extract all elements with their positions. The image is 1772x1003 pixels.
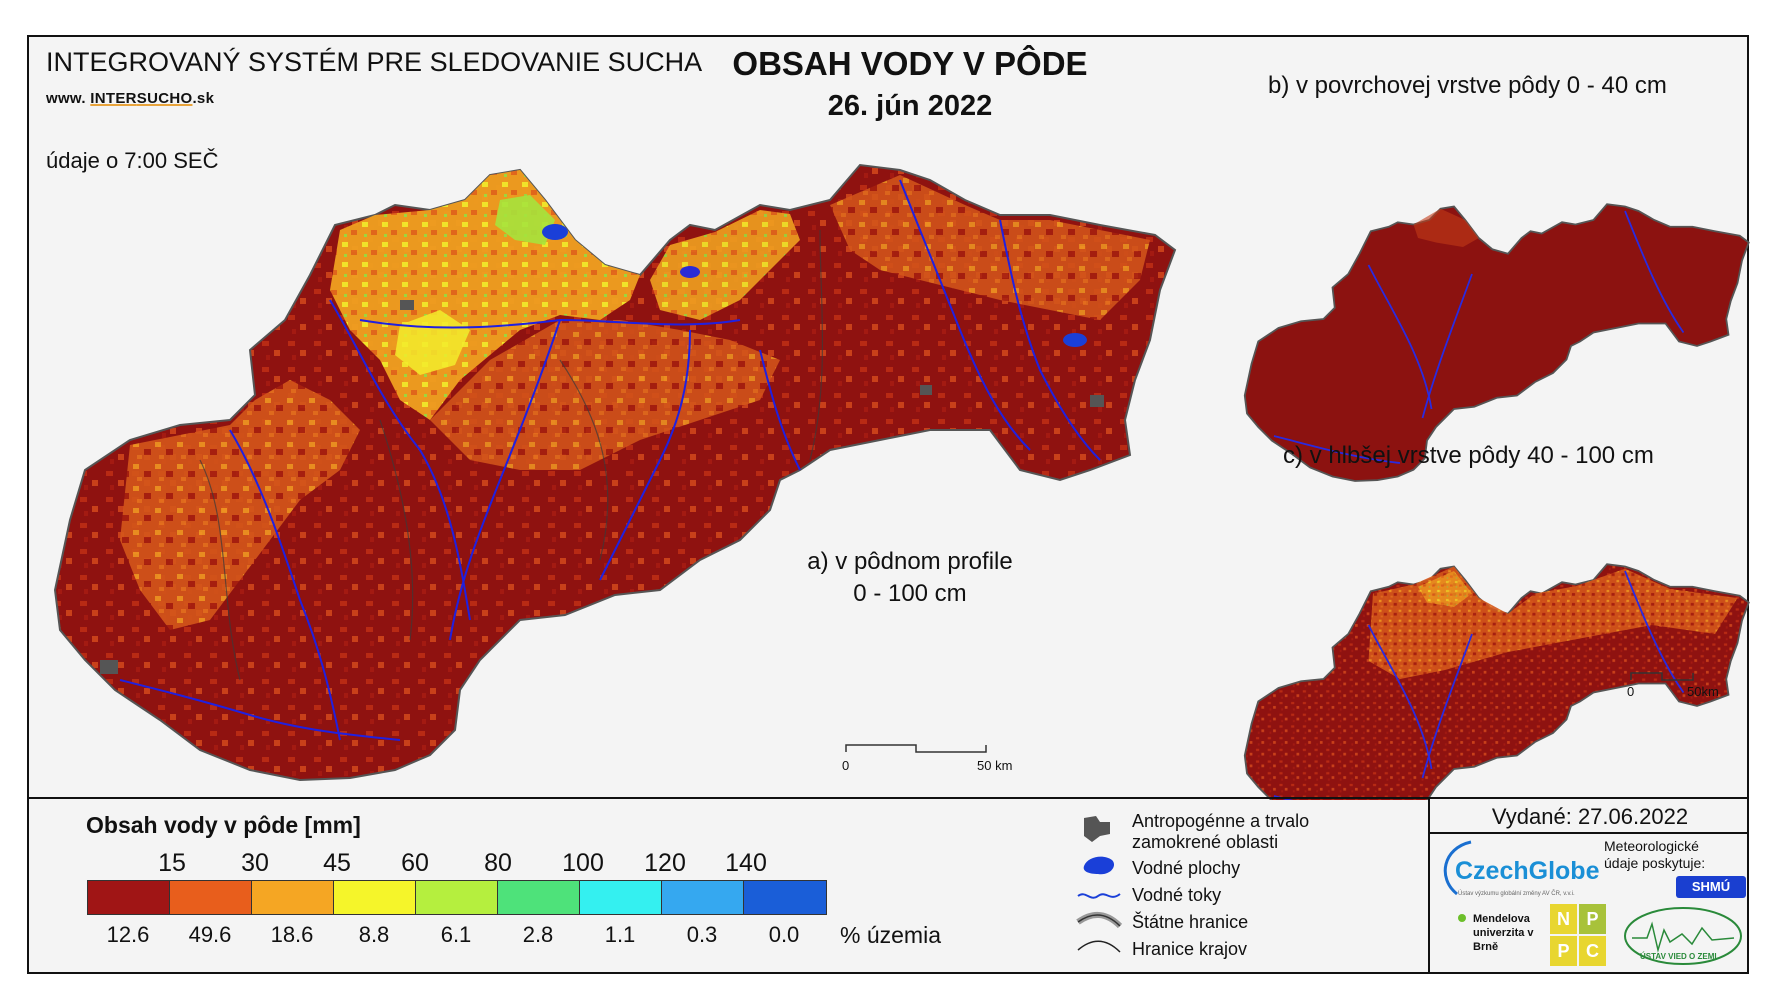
map-a-label-line1: a) v pôdnom profile — [807, 548, 1013, 575]
percent-label: 12.6 — [106, 922, 150, 947]
percent-label: 0.0 — [768, 922, 800, 947]
anthropogenic-area — [100, 660, 118, 674]
threshold-label: 140 — [725, 849, 767, 877]
legend-swatch — [498, 881, 580, 914]
main-title: OBSAH VODY V PÔDE — [732, 45, 1088, 82]
key-state-border: Štátne hranice — [1132, 912, 1249, 932]
legend-panel — [27, 797, 1749, 974]
nppc-letter: P — [1579, 904, 1606, 934]
key-water-bodies: Vodné plochy — [1132, 858, 1241, 878]
region-borders-main — [199, 229, 824, 681]
czechglobe-swoosh — [1443, 840, 1472, 896]
orange-belt-west — [120, 380, 360, 630]
percent-label: 2.8 — [522, 922, 554, 947]
percent-label: 1.1 — [604, 922, 636, 947]
website-link[interactable]: www. INTERSUCHO.sk — [46, 90, 214, 107]
anthropogenic-area — [400, 300, 414, 310]
scale-main-start: 0 — [842, 758, 850, 773]
meteo-credit: Meteorologické údaje poskytuje: — [1604, 838, 1706, 871]
scale-bar-main — [845, 744, 987, 753]
key-region-border: Hranice krajov — [1132, 939, 1248, 959]
map-svg — [53, 163, 1750, 800]
threshold-label: 30 — [241, 849, 269, 877]
legend-swatch — [334, 881, 416, 914]
percent-label: 0.3 — [686, 922, 718, 947]
legend-color-scale — [87, 880, 827, 915]
anthropogenic-area — [920, 385, 932, 395]
water-body-sirava — [1063, 333, 1087, 347]
green-patch-north — [495, 195, 555, 245]
uvz-wordmark: ÚSTAV VIED O ZEMI — [1640, 952, 1717, 961]
time-note: údaje o 7:00 SEČ — [46, 148, 219, 173]
map-b-label: b) v povrchovej vrstve pôdy 0 - 40 cm — [1268, 72, 1667, 99]
slovakia-shape-main — [53, 163, 1177, 782]
legend-swatch — [662, 881, 744, 914]
legend-swatch — [416, 881, 498, 914]
website-suffix: .sk — [192, 90, 215, 107]
nppc-letter: P — [1550, 936, 1577, 966]
website-brand-a: INTER — [90, 90, 137, 107]
scale-small-start: 0 — [1627, 684, 1635, 699]
map-c — [1243, 563, 1750, 800]
state-border-icon-inner — [1077, 914, 1121, 927]
map-c-label: c) v hlbšej vrstve pôdy 40 - 100 cm — [1283, 442, 1654, 469]
percent-label: 49.6 — [188, 922, 232, 947]
threshold-label: 100 — [562, 849, 604, 877]
map-a-label-line2: 0 - 100 cm — [853, 580, 967, 607]
rivers-main — [119, 179, 1101, 741]
symbol-key-icons — [1076, 816, 1123, 953]
percent-label: 6.1 — [440, 922, 472, 947]
orange-belt-central — [430, 320, 780, 470]
website-prefix: www. — [46, 90, 86, 107]
water-body-liptov — [680, 266, 700, 278]
scale-main-end: 50 km — [977, 758, 1013, 773]
website-brand-b: SUCHO — [136, 90, 193, 107]
main-map — [53, 163, 1177, 782]
anthropogenic-area — [1090, 395, 1104, 407]
credits-divider — [1428, 797, 1430, 974]
legend-swatch — [88, 881, 170, 914]
key-anthropogenic-l2: zamokrené oblasti — [1132, 832, 1279, 852]
river-icon — [1077, 893, 1121, 899]
key-anthropogenic-l1: Antropogénne a trvalo — [1132, 811, 1310, 831]
nppc-logo: N P P C — [1550, 904, 1606, 966]
percent-label: 18.6 — [270, 922, 314, 947]
czechglobe-subtitle: Ústav výzkumu globální změny AV ČR, v.v.… — [1458, 891, 1575, 897]
issued-date: Vydané: 27.06.2022 — [1491, 804, 1689, 829]
threshold-label: 120 — [644, 849, 686, 877]
scale-bar-small — [1630, 672, 1694, 681]
water-body-orava — [542, 224, 568, 240]
tatra-wet-zone — [650, 210, 800, 320]
mendel-logo: Mendelova univerzita v Brně — [1473, 913, 1534, 953]
threshold-label: 80 — [484, 849, 512, 877]
issued-divider — [1430, 832, 1749, 834]
nppc-letter: N — [1550, 904, 1577, 934]
scale-small-end: 50km — [1687, 684, 1719, 699]
system-title: INTEGROVANÝ SYSTÉM PRE SLEDOVANIE SUCHA — [46, 47, 703, 77]
percent-unit: % územia — [840, 922, 941, 948]
czechglobe-wordmark: CzechGlobe — [1455, 857, 1600, 885]
legend-swatch — [744, 881, 826, 914]
uvz-logo — [1624, 907, 1742, 965]
nppc-letter: C — [1579, 936, 1606, 966]
czechglobe-logo — [1443, 840, 1472, 896]
slovakia-shape-b — [1243, 203, 1750, 482]
mendel-dot-icon — [1458, 914, 1466, 922]
percent-label: 8.8 — [358, 922, 390, 947]
water-body-icon — [1083, 856, 1115, 875]
threshold-label: 60 — [401, 849, 429, 877]
legend-swatch — [252, 881, 334, 914]
threshold-label: 15 — [158, 849, 186, 877]
shmu-logo: SHMÚ — [1676, 876, 1746, 898]
key-rivers: Vodné toky — [1132, 885, 1222, 905]
orange-belt-east — [830, 175, 1150, 320]
main-date: 26. jún 2022 — [827, 90, 993, 122]
anthropogenic-icon — [1084, 816, 1110, 842]
map-b — [1243, 203, 1750, 482]
legend-title: Obsah vody v pôde [mm] — [86, 812, 361, 838]
threshold-label: 45 — [323, 849, 351, 877]
region-border-icon — [1077, 940, 1121, 953]
legend-swatch — [170, 881, 252, 914]
legend-swatch — [580, 881, 662, 914]
